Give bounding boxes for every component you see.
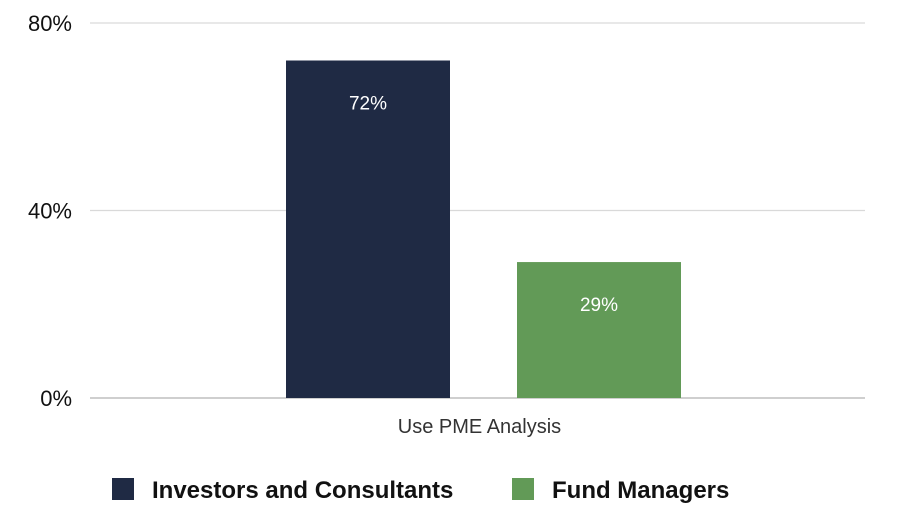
legend-swatch	[512, 478, 534, 500]
legend: Investors and Consultants Fund Managers	[112, 477, 729, 504]
bar-investors-and-consultants	[286, 60, 450, 398]
data-label: 29%	[580, 295, 618, 316]
legend-swatch	[112, 478, 134, 500]
bars	[286, 60, 681, 398]
legend-label: Fund Managers	[552, 477, 729, 504]
y-tick-label: 80%	[28, 11, 72, 36]
y-tick-label: 40%	[28, 199, 72, 224]
data-labels: 72% 29%	[349, 94, 618, 317]
x-axis-categories: Use PME Analysis	[398, 416, 561, 438]
data-label: 72%	[349, 94, 387, 115]
bar-fund-managers	[517, 262, 681, 398]
legend-label: Investors and Consultants	[152, 477, 453, 504]
y-axis-ticks: 0% 40% 80%	[28, 11, 72, 411]
gridlines	[90, 22, 865, 399]
x-category-label: Use PME Analysis	[398, 416, 561, 438]
y-tick-label: 0%	[40, 386, 72, 411]
